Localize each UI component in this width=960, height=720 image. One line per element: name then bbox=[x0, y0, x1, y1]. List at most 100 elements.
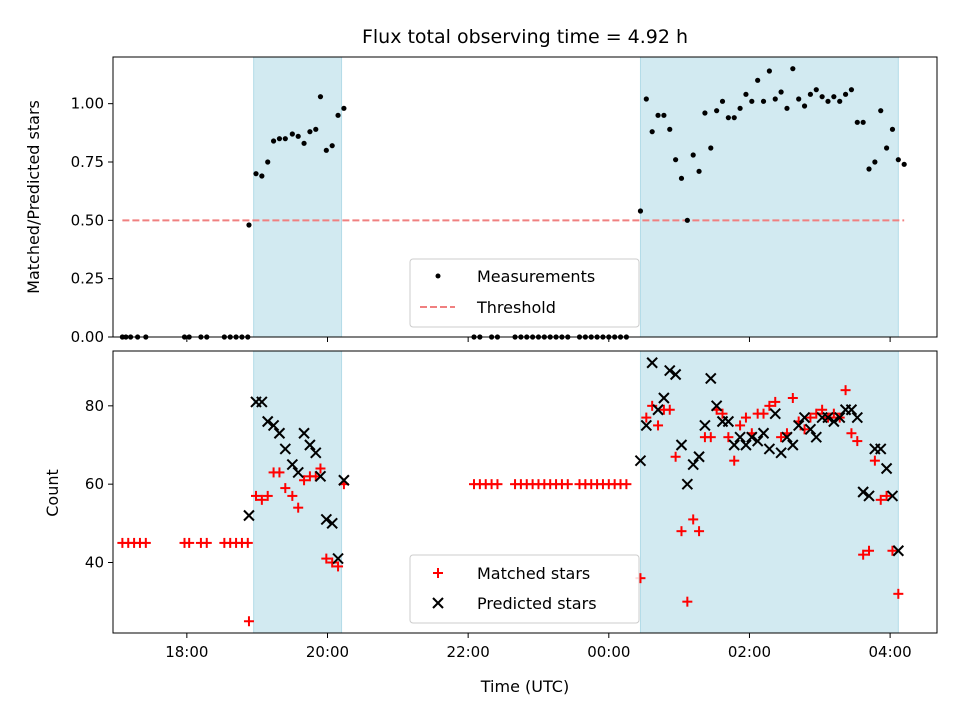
measurement-point bbox=[725, 115, 731, 121]
measurement-point bbox=[831, 94, 837, 100]
measurement-point bbox=[289, 131, 295, 137]
measurement-point bbox=[837, 98, 843, 104]
matched-point bbox=[262, 490, 273, 501]
top-panel-frame bbox=[112, 56, 938, 338]
measurement-point bbox=[708, 145, 714, 151]
measurement-point bbox=[313, 126, 319, 132]
predicted-point bbox=[693, 451, 705, 463]
measurements-series bbox=[119, 66, 907, 340]
matched-point bbox=[770, 396, 781, 407]
predicted-point bbox=[332, 552, 344, 565]
measurement-point bbox=[265, 159, 271, 165]
measurement-point bbox=[649, 129, 655, 135]
matched-point bbox=[664, 404, 675, 415]
predicted-point bbox=[769, 407, 781, 420]
predicted-point bbox=[810, 431, 822, 443]
matched-point bbox=[729, 455, 740, 466]
y-tick-label: 1.00 bbox=[71, 95, 104, 113]
measurement-point bbox=[878, 108, 884, 114]
top-legend-box bbox=[409, 258, 640, 328]
predicted-point bbox=[781, 431, 793, 443]
measurement-point bbox=[819, 94, 825, 100]
matched-point bbox=[274, 467, 285, 478]
measurement-point bbox=[807, 91, 814, 97]
x-tick-label: 20:00 bbox=[306, 643, 349, 661]
measurement-point bbox=[883, 145, 890, 151]
predicted-point bbox=[875, 443, 887, 455]
y-tick-label: 40 bbox=[85, 554, 104, 572]
measurement-point bbox=[731, 115, 737, 121]
measurement-point bbox=[772, 96, 778, 102]
matched-point bbox=[670, 451, 681, 462]
x-tick-label: 18:00 bbox=[165, 643, 208, 661]
predicted-point bbox=[681, 478, 694, 490]
measurement-point bbox=[655, 112, 661, 118]
predicted-point bbox=[792, 419, 805, 432]
matched-point bbox=[321, 553, 332, 564]
matched-point bbox=[256, 494, 267, 505]
measurement-point bbox=[796, 96, 802, 102]
predicted-point bbox=[658, 392, 670, 404]
predicted-point bbox=[787, 439, 799, 451]
bottom-panel-frame bbox=[112, 350, 938, 634]
matched-point bbox=[735, 420, 746, 431]
measurement-point bbox=[301, 140, 307, 146]
observing-interval bbox=[639, 350, 899, 634]
measurement-point bbox=[801, 103, 808, 109]
predicted-point bbox=[646, 357, 658, 369]
top-panel: 0.00 0.25 0.50 0.75 1.00 Measurements Thresh… bbox=[71, 56, 938, 346]
matched-point bbox=[333, 561, 344, 572]
matched-point bbox=[846, 428, 857, 439]
matched-point bbox=[694, 526, 705, 537]
predicted-point bbox=[751, 435, 764, 447]
bottom-panel: 40 60 80 18:00 20:00 22:00 00:00 02:00 04:00 Mat… bbox=[85, 350, 938, 661]
x-axis-label: Time (UTC) bbox=[480, 677, 569, 696]
measurement-point bbox=[702, 110, 708, 116]
predicted-point bbox=[292, 466, 304, 479]
predicted-point bbox=[722, 415, 735, 428]
predicted-point bbox=[851, 411, 864, 424]
bottom-legend-box bbox=[409, 554, 640, 624]
y-tick-label: 0.75 bbox=[71, 153, 104, 171]
predicted-point bbox=[734, 431, 746, 443]
matched-point bbox=[817, 404, 828, 415]
x-tick-label: 22:00 bbox=[447, 643, 490, 661]
legend-x-glyph bbox=[432, 597, 444, 609]
matched-point bbox=[723, 432, 734, 443]
matched-point bbox=[140, 537, 151, 548]
matched-point bbox=[881, 490, 892, 501]
matched-point bbox=[287, 490, 298, 501]
matched-point bbox=[299, 475, 310, 486]
y-tick-label: 0.50 bbox=[71, 211, 104, 229]
predicted-point bbox=[798, 411, 811, 424]
matched-point bbox=[682, 596, 693, 607]
matched-point bbox=[242, 537, 253, 548]
x-tick-label: 02:00 bbox=[728, 643, 771, 661]
predicted-point bbox=[310, 447, 322, 459]
observing-interval bbox=[253, 56, 343, 338]
measurement-point bbox=[825, 98, 831, 104]
matched-point bbox=[201, 537, 212, 548]
legend-measurements-marker bbox=[435, 273, 441, 279]
measurement-point bbox=[643, 96, 649, 102]
measurement-point bbox=[307, 129, 313, 135]
predicted-point bbox=[634, 454, 647, 467]
matched-point bbox=[717, 408, 728, 419]
measurement-point bbox=[895, 157, 901, 163]
measurement-point bbox=[253, 171, 259, 177]
measurement-point bbox=[678, 175, 685, 181]
predicted-point bbox=[863, 490, 875, 502]
predicted-point bbox=[710, 400, 723, 412]
measurement-point bbox=[766, 68, 772, 74]
predicted-point bbox=[880, 462, 893, 475]
predicted-point bbox=[728, 439, 740, 451]
predicted-point bbox=[845, 404, 858, 416]
top-legend: Measurements Threshold bbox=[409, 258, 640, 328]
measurement-point bbox=[295, 133, 301, 139]
measurement-point bbox=[719, 98, 726, 104]
predicted-point bbox=[804, 423, 817, 436]
y-tick-label: 60 bbox=[85, 475, 104, 493]
measurement-point bbox=[872, 159, 878, 165]
measurement-point bbox=[667, 126, 673, 132]
predicted-point bbox=[640, 419, 653, 432]
